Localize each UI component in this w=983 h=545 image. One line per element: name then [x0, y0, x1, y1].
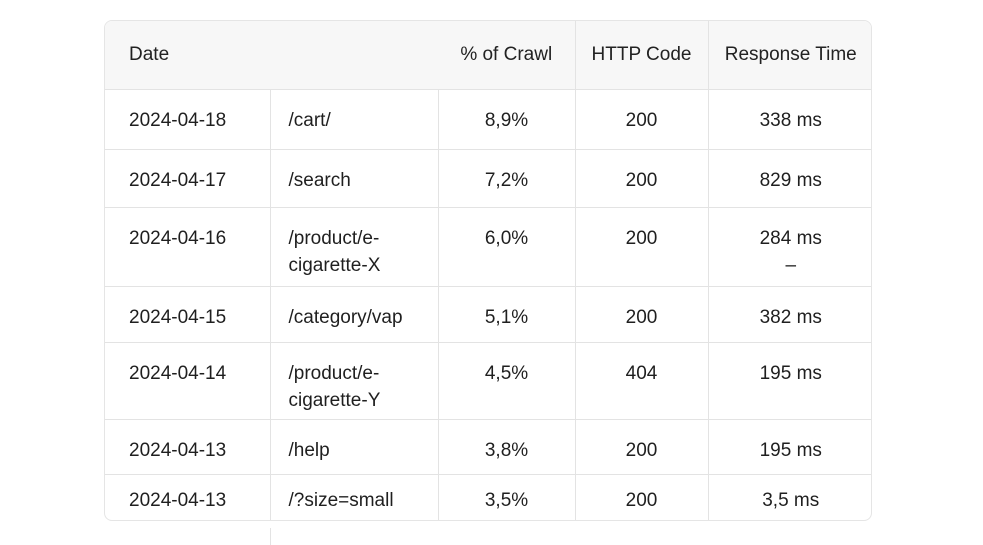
cell-http-code: 200: [575, 286, 709, 343]
cell-url: /?size=small: [270, 474, 439, 520]
column-header-url[interactable]: [270, 21, 438, 90]
table-row: 2024-04-15 /category/vap 5,1% 200 382 ms: [105, 286, 871, 343]
cell-url: /product/e-cigarette-X: [270, 207, 439, 287]
cell-response-time: 284 ms –: [708, 207, 871, 287]
cell-response-time: 3,5 ms: [762, 489, 820, 511]
cell-crawl-share: 3,5%: [438, 474, 576, 520]
cell-http-code: 200: [575, 474, 709, 520]
cell-url: /product/e-cigarette-Y: [270, 342, 439, 420]
cell-date: 2024-04-16: [105, 207, 271, 287]
table-row: 2024-04-16 /product/e-cigarette-X 6,0% 2…: [105, 207, 871, 287]
column-header-http-code[interactable]: HTTP Code: [575, 21, 709, 90]
cell-http-code: 200: [575, 89, 709, 150]
cell-response-time: 338 ms: [708, 89, 871, 150]
cell-crawl-share: 6,0%: [438, 207, 576, 287]
cell-date: 2024-04-13: [105, 474, 271, 520]
cell-response-time: 829 ms: [708, 149, 871, 208]
cell-crawl-share: 7,2%: [438, 149, 576, 208]
table-row: 2024-04-13 /help 3,8% 200 195 ms: [105, 419, 871, 475]
table-row: 2024-04-18 /cart/ 8,9% 200 338 ms: [105, 89, 871, 150]
cell-url: /category/vap: [270, 286, 439, 343]
cell-http-code: 200: [575, 419, 709, 475]
response-time-extra: –: [785, 254, 797, 276]
cell-date: 2024-04-18: [105, 89, 271, 150]
cell-crawl-share: 4,5%: [438, 342, 576, 420]
column-divider-fragment: [270, 528, 271, 545]
cell-http-code: 404: [575, 342, 709, 420]
cell-url: /cart/: [270, 89, 439, 150]
crawl-table: Date % of Crawl HTTP Code Response Time …: [105, 21, 871, 520]
cell-date: 2024-04-17: [105, 149, 271, 208]
cell-date: 2024-04-15: [105, 286, 271, 343]
table-row: 2024-04-14 /product/e-cigarette-Y 4,5% 4…: [105, 342, 871, 420]
cell-http-code: 200: [575, 207, 709, 287]
cell-url: /search: [270, 149, 439, 208]
crawl-data-table: Date % of Crawl HTTP Code Response Time …: [104, 20, 872, 521]
cell-url: /help: [270, 419, 439, 475]
cell-http-code: 200: [575, 149, 709, 208]
cell-response-time: 195 ms: [708, 342, 871, 420]
column-header-response-time[interactable]: Response Time: [708, 21, 871, 90]
cell-response-time: 195 ms: [708, 419, 871, 475]
cell-crawl-share: 8,9%: [438, 89, 576, 150]
cell-date: 2024-04-14: [105, 342, 271, 420]
cell-response-time: 382 ms: [708, 286, 871, 343]
table-row: 2024-04-17 /search 7,2% 200 829 ms: [105, 149, 871, 208]
table-row: 2024-04-13 /?size=small 3,5% 200 3,5 ms: [105, 474, 871, 520]
column-header-date[interactable]: Date: [105, 21, 270, 90]
table-header: Date % of Crawl HTTP Code Response Time: [105, 21, 871, 90]
column-header-crawl-share[interactable]: % of Crawl: [438, 21, 576, 90]
table-body: 2024-04-18 /cart/ 8,9% 200 338 ms 2024-0…: [105, 89, 871, 520]
cell-crawl-share: 5,1%: [438, 286, 576, 343]
cell-crawl-share: 3,8%: [438, 419, 576, 475]
response-time-value: 284 ms: [759, 227, 822, 249]
cell-date: 2024-04-13: [105, 419, 271, 475]
